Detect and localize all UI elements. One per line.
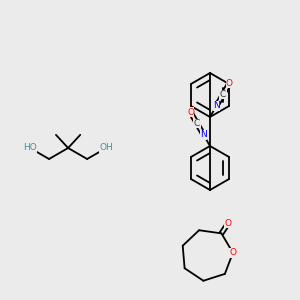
Text: N: N	[213, 101, 220, 110]
Text: O: O	[230, 248, 236, 257]
Text: O: O	[187, 108, 194, 117]
Text: C: C	[220, 90, 226, 99]
Text: O: O	[226, 79, 233, 88]
Text: C: C	[194, 119, 200, 128]
Text: O: O	[225, 219, 232, 228]
Text: OH: OH	[99, 143, 113, 152]
Text: HO: HO	[23, 143, 37, 152]
Text: N: N	[200, 130, 207, 139]
